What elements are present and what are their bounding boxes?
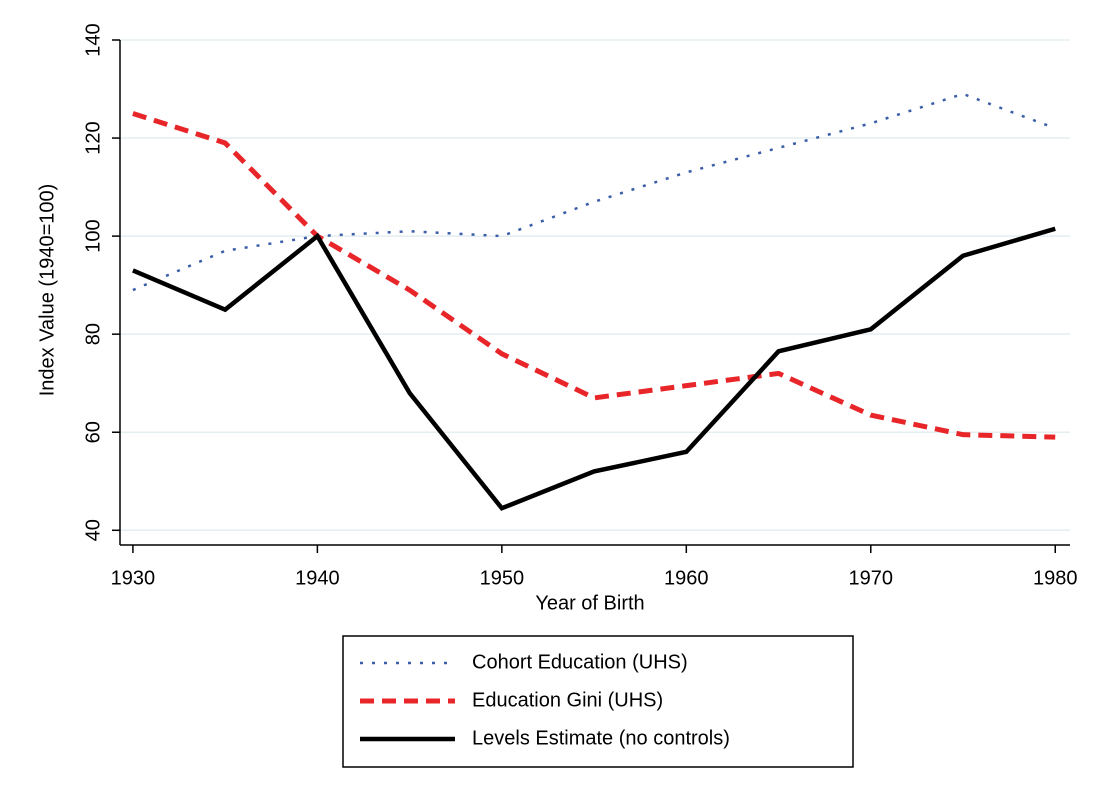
x-tick-label: 1950 <box>480 567 525 589</box>
y-axis-label: Index Value (1940=100) <box>36 184 58 397</box>
y-tick-label: 140 <box>82 23 104 56</box>
legend-box <box>342 635 854 768</box>
y-tick-label: 120 <box>82 121 104 154</box>
x-tick-label: 1960 <box>664 567 709 589</box>
x-tick-label: 1980 <box>1033 567 1078 589</box>
legend-label: Cohort Education (UHS) <box>472 651 688 673</box>
legend-label: Education Gini (UHS) <box>472 689 663 711</box>
x-tick-label: 1970 <box>849 567 894 589</box>
y-tick-label: 100 <box>82 219 104 252</box>
x-tick-label: 1940 <box>295 567 340 589</box>
series-line <box>132 226 1056 511</box>
y-tick-label: 60 <box>82 421 104 443</box>
y-tick-label: 80 <box>82 323 104 345</box>
x-axis-label: Year of Birth <box>535 592 644 614</box>
x-tick-label: 1930 <box>111 567 156 589</box>
legend-label: Levels Estimate (no controls) <box>472 727 730 749</box>
series-line <box>132 111 1056 440</box>
y-tick-label: 40 <box>82 519 104 541</box>
